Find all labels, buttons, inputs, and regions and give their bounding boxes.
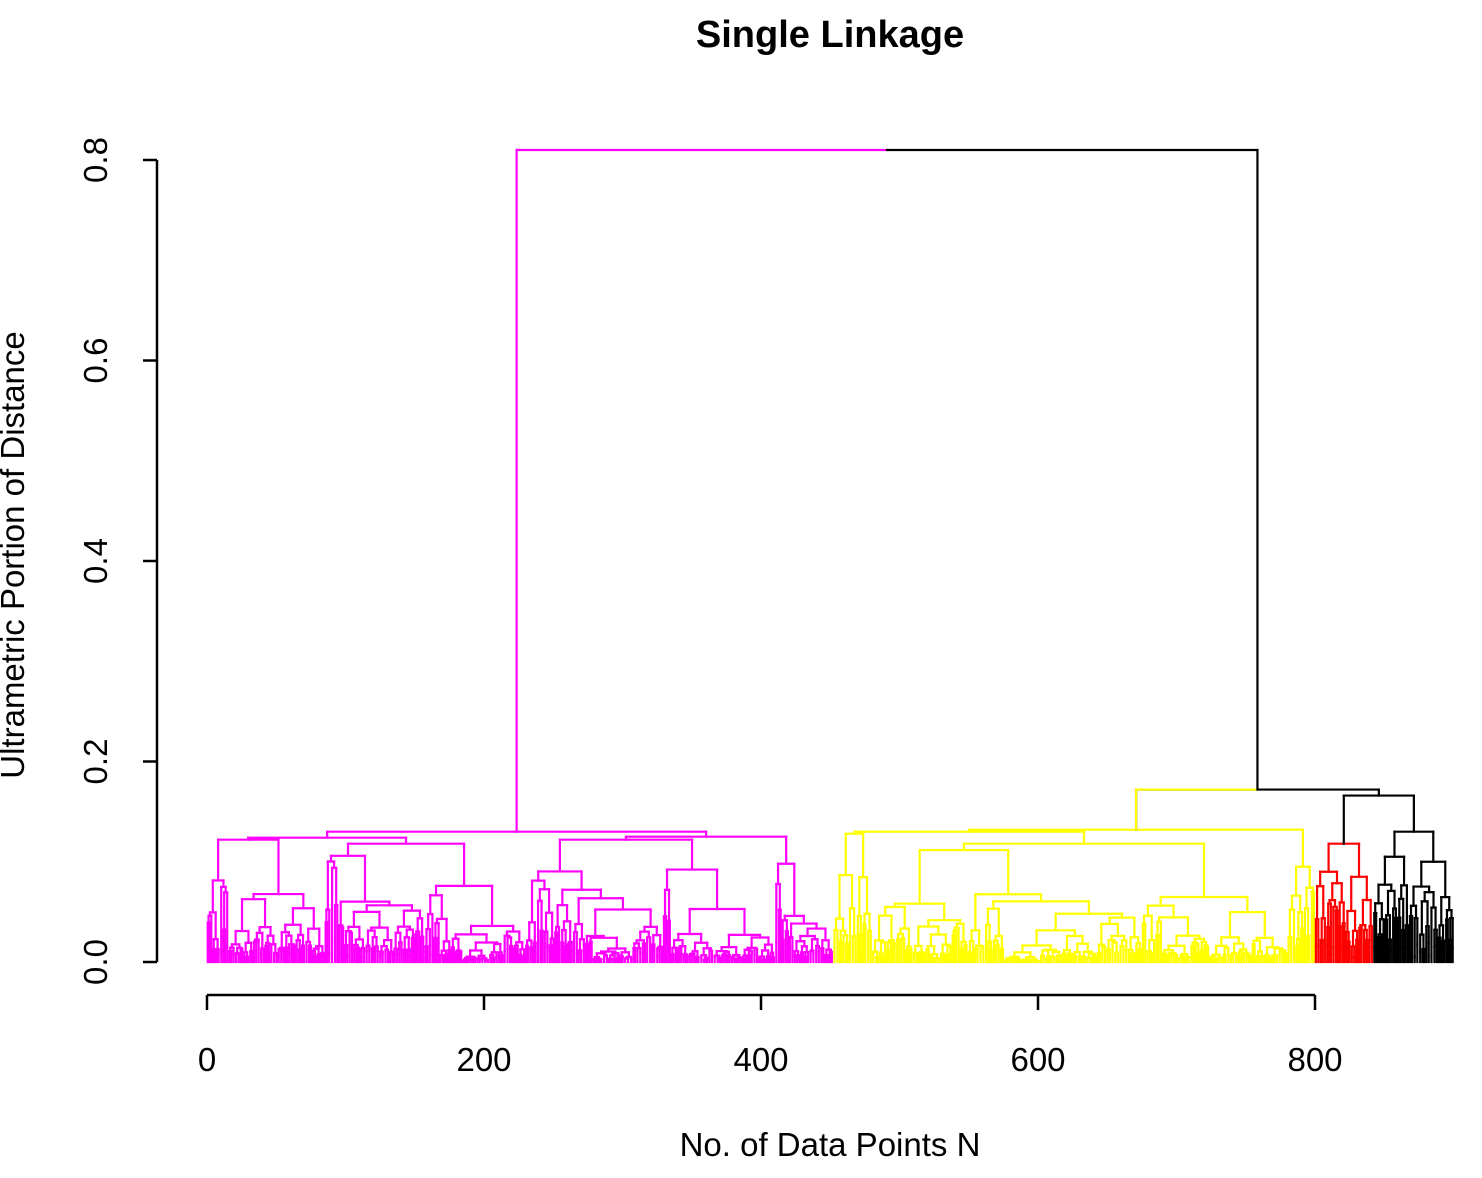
x-tick-label: 400 (733, 1041, 788, 1078)
x-axis-label: No. of Data Points N (680, 1126, 981, 1163)
y-axis-label: Ultrametric Portion of Distance (0, 331, 31, 778)
y-tick-label: 0.4 (77, 538, 114, 584)
y-tick-label: 0.8 (77, 137, 114, 183)
x-tick-label: 600 (1010, 1041, 1065, 1078)
x-tick-label: 200 (456, 1041, 511, 1078)
x-tick-label: 0 (198, 1041, 216, 1078)
y-tick-label: 0.6 (77, 338, 114, 384)
x-tick-label: 800 (1287, 1041, 1342, 1078)
y-tick-label: 0.0 (77, 939, 114, 985)
dendrogram-tree (206, 148, 1454, 964)
y-tick-label: 0.2 (77, 739, 114, 785)
x-axis: 0 200 400 600 800 (198, 993, 1343, 1078)
y-axis: 0.0 0.2 0.4 0.6 0.8 (77, 137, 159, 985)
chart-title: Single Linkage (696, 14, 964, 56)
